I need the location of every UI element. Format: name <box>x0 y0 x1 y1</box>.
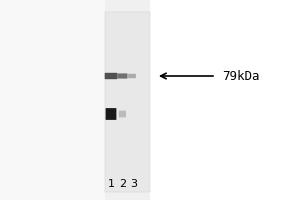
Bar <box>150 0 300 200</box>
FancyBboxPatch shape <box>119 111 126 117</box>
Bar <box>105 12 150 192</box>
FancyBboxPatch shape <box>128 74 136 78</box>
Text: 1: 1 <box>107 179 115 189</box>
FancyBboxPatch shape <box>105 73 117 79</box>
Text: 2: 2 <box>119 179 126 189</box>
FancyBboxPatch shape <box>117 73 128 79</box>
FancyBboxPatch shape <box>106 108 116 120</box>
Text: 3: 3 <box>130 179 137 189</box>
Bar <box>0 0 105 200</box>
Text: 79kDa: 79kDa <box>222 70 260 82</box>
